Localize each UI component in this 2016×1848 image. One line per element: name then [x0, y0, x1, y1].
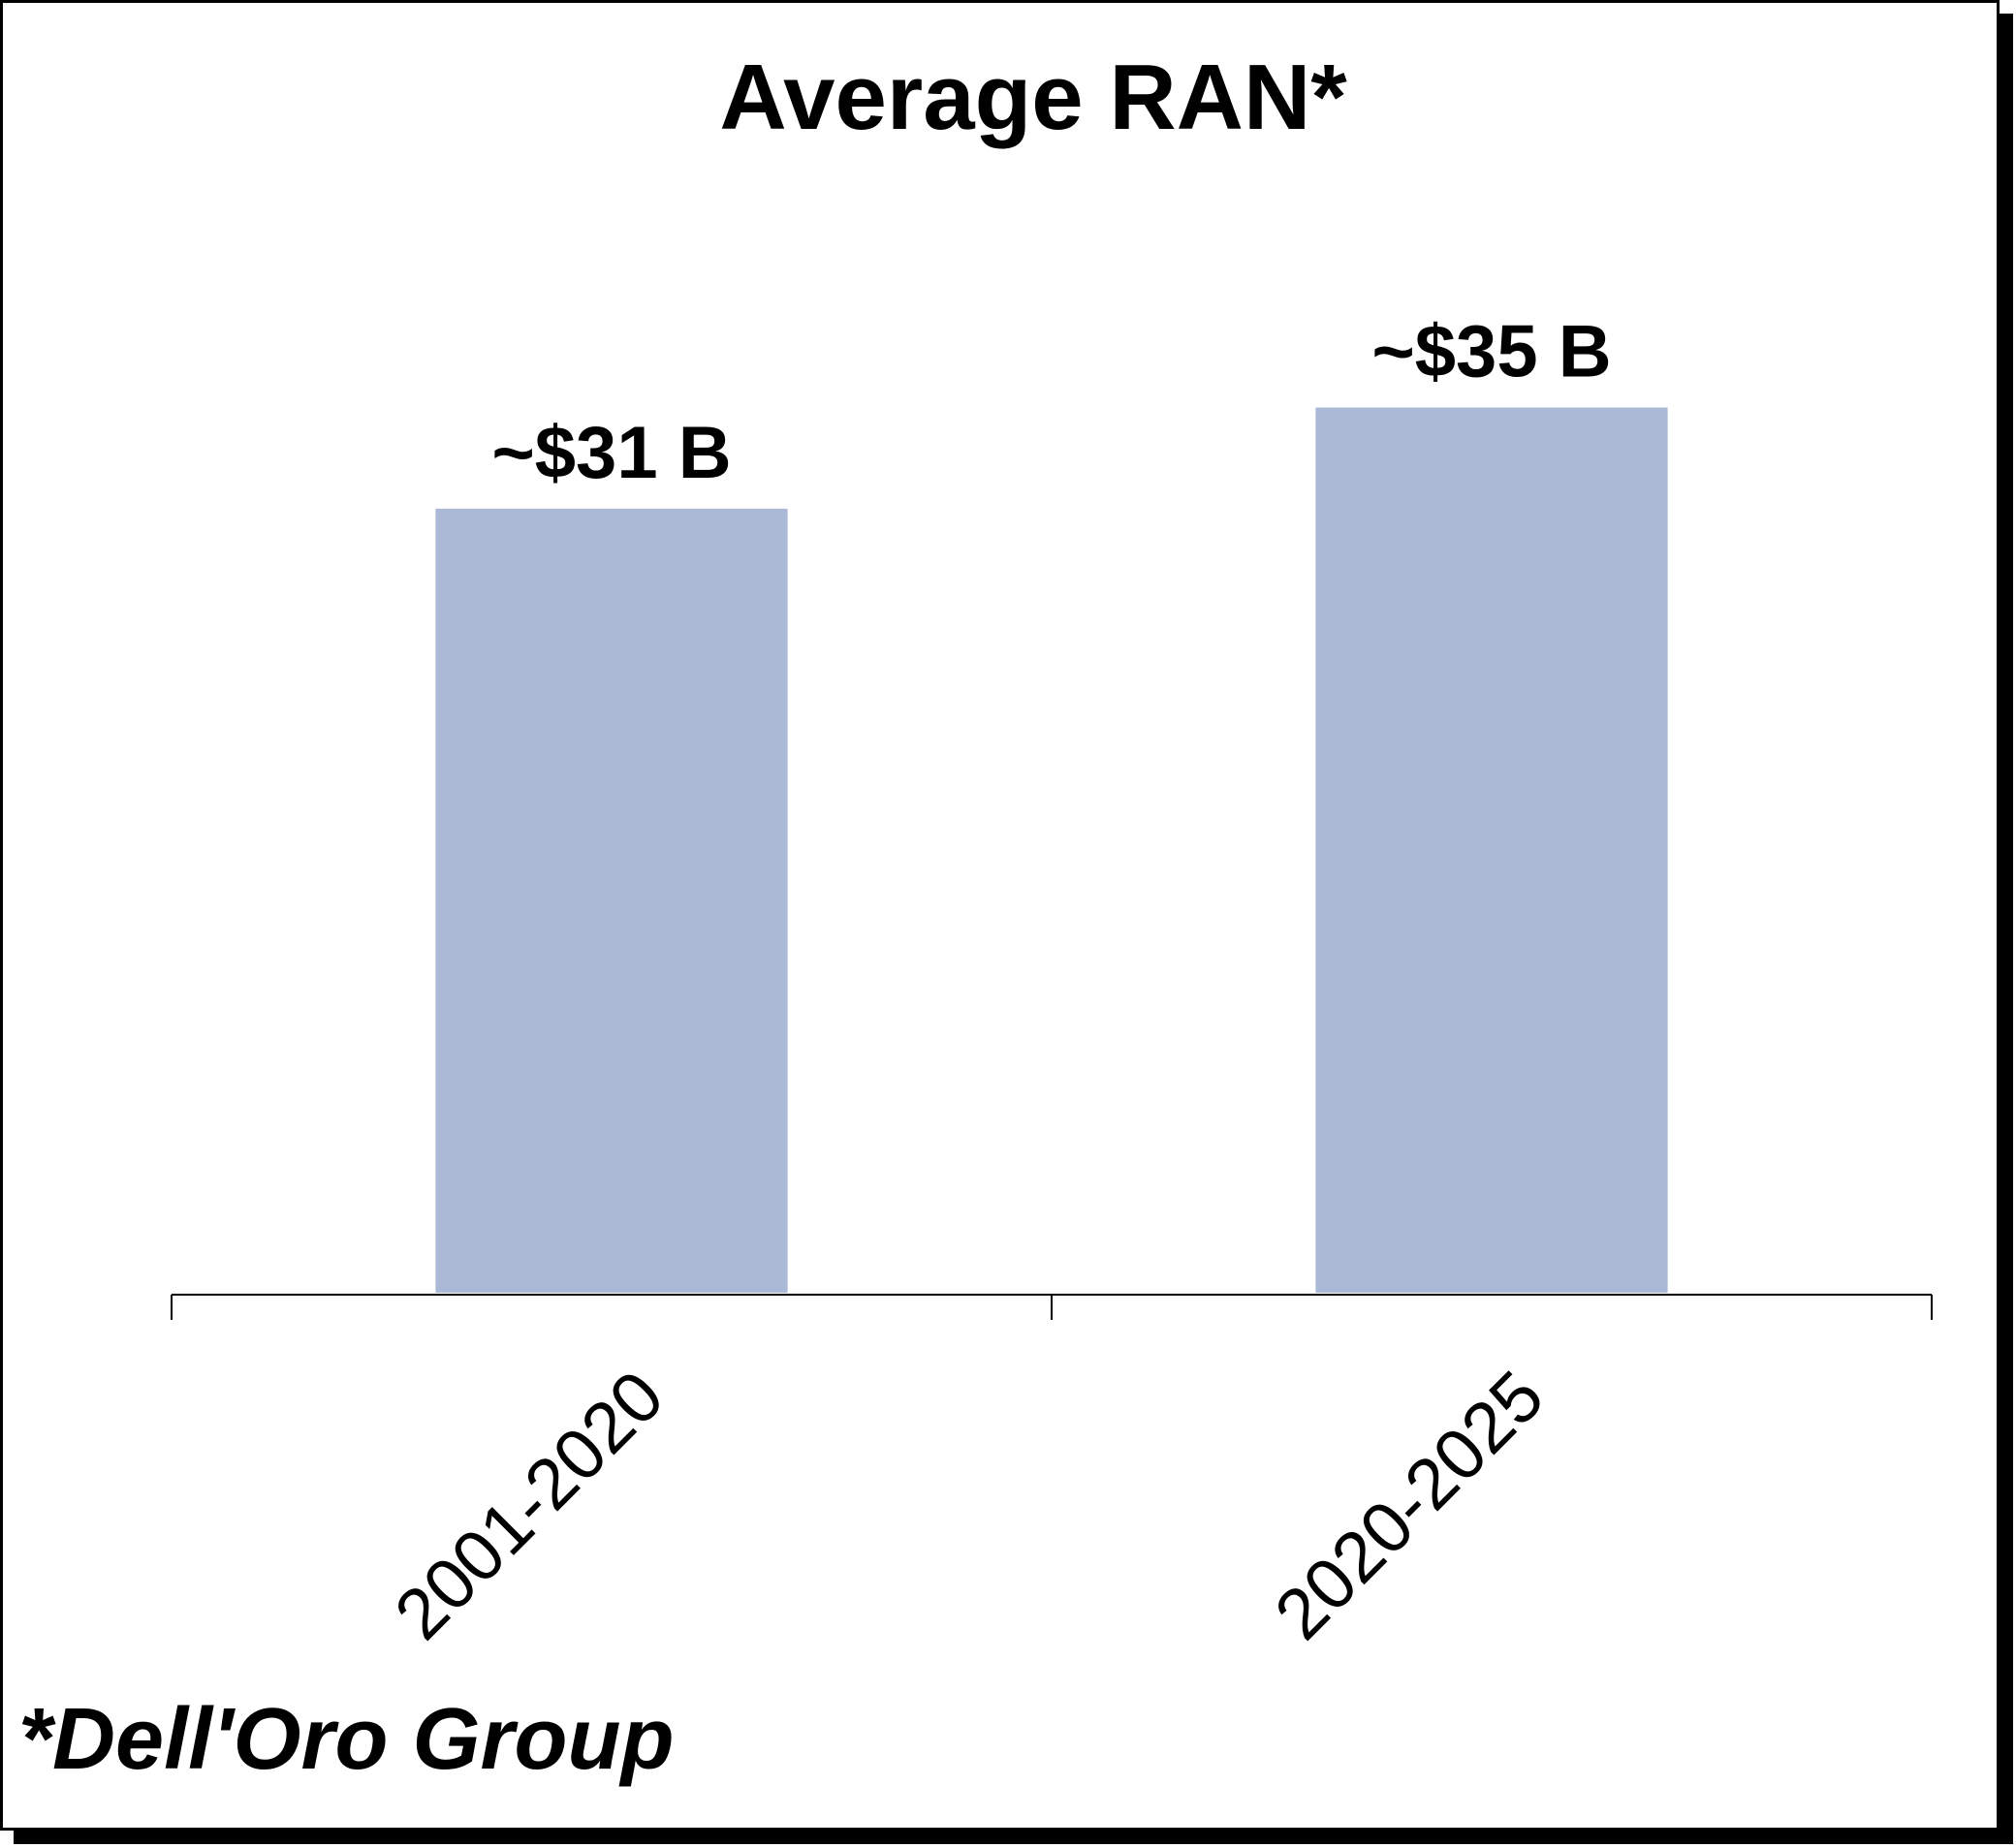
chart-title: Average RAN*: [719, 46, 1347, 149]
bar-2001-2020: [435, 508, 788, 1293]
bar-2020-2025: [1315, 407, 1668, 1293]
x-tick-label: 2001-2020: [379, 1356, 678, 1655]
plot-area: ~$31 B ~$35 B 2001-2020 2020-2025: [171, 311, 1933, 1655]
x-tick-label: 2020-2025: [1259, 1356, 1559, 1655]
source-footnote: *Dell'Oro Group: [18, 1691, 674, 1788]
data-label-2001-2020: ~$31 B: [491, 412, 731, 494]
bar-chart: Average RAN* ~$31 B ~$35 B 2001-2020 2020-2…: [18, 46, 1933, 1788]
data-label-2020-2025: ~$35 B: [1371, 311, 1611, 393]
